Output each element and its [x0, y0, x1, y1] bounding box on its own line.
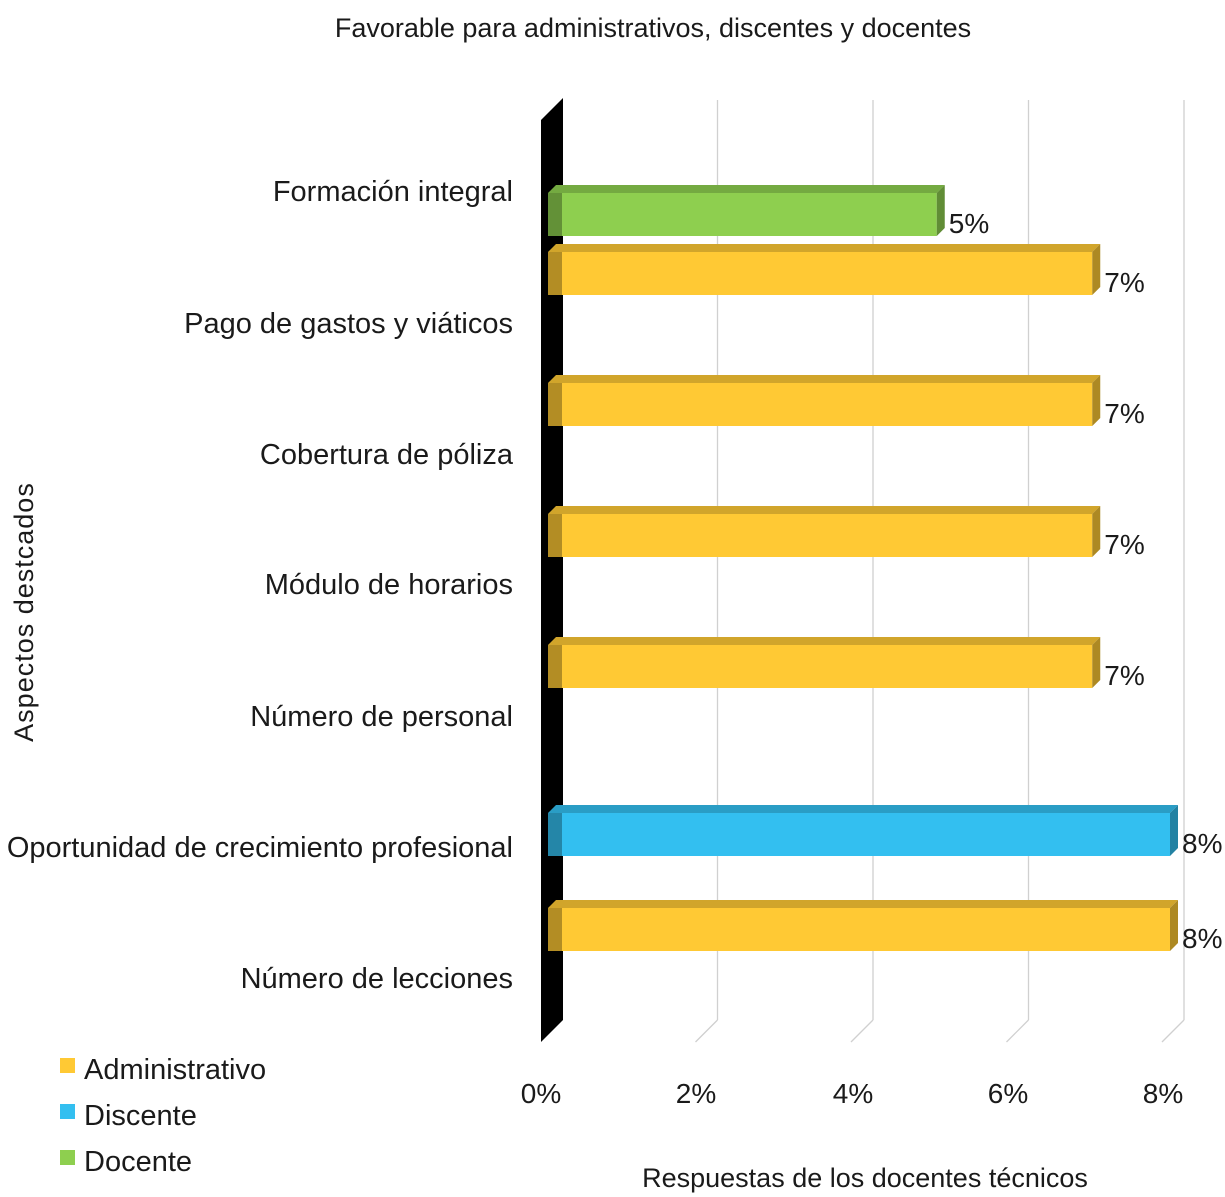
bar-top	[548, 506, 1101, 514]
bar-start-cap	[548, 514, 562, 557]
bar-front	[548, 383, 1093, 426]
bar-top	[548, 185, 945, 193]
bar-front	[548, 813, 1170, 856]
y-axis-label: Aspectos destcados	[9, 482, 39, 742]
bar-data-label: 7%	[1104, 398, 1144, 429]
bar-front	[548, 252, 1093, 295]
gridline-floor	[1006, 1019, 1029, 1043]
x-axis-label: Respuestas de los docentes técnicos	[642, 1163, 1088, 1193]
bar-start-cap	[548, 193, 562, 236]
category-label: Número de personal	[250, 701, 513, 733]
bar-data-label: 5%	[949, 208, 989, 239]
bar-side	[1092, 375, 1101, 426]
legend-swatch	[60, 1150, 75, 1165]
bar-data-label: 8%	[1182, 923, 1222, 954]
legend-item: Discente	[60, 1100, 197, 1132]
bar-data-label: 7%	[1104, 267, 1144, 298]
gridline-floor	[695, 1019, 718, 1043]
bar: 7%	[548, 375, 1145, 429]
bar-start-cap	[548, 252, 562, 295]
legend-swatch	[60, 1104, 75, 1119]
bar-top	[548, 375, 1101, 383]
legend-item: Docente	[60, 1146, 192, 1178]
category-label: Oportunidad de crecimiento profesional	[7, 832, 513, 864]
bars: 5% 7% 7% 7% 7% 8% 8%	[548, 185, 1222, 954]
bar-front	[548, 908, 1170, 951]
bar-side	[936, 185, 945, 236]
x-tick-label: 0%	[521, 1078, 561, 1109]
bar-start-cap	[548, 813, 562, 856]
legend-label: Administrativo	[84, 1054, 266, 1086]
bar: 7%	[548, 506, 1145, 560]
bar-front	[548, 645, 1093, 688]
x-tick-label: 6%	[988, 1078, 1028, 1109]
legend-label: Docente	[84, 1146, 192, 1178]
category-labels: Formación integral Pago de gastos y viáti…	[7, 176, 514, 995]
category-label: Formación integral	[273, 176, 513, 208]
gridline-floor	[1161, 1019, 1185, 1043]
bar-start-cap	[548, 645, 562, 688]
bar-data-label: 7%	[1104, 660, 1144, 691]
bar-top	[548, 805, 1178, 813]
legend: Administrativo Discente Docente	[60, 1054, 266, 1178]
legend-label: Discente	[84, 1100, 197, 1132]
bar: 8%	[548, 900, 1222, 954]
bar-front	[548, 514, 1093, 557]
category-label: Módulo de horarios	[265, 569, 513, 601]
bar: 7%	[548, 637, 1145, 691]
bar-data-label: 8%	[1182, 828, 1222, 859]
category-label: Número de lecciones	[241, 963, 513, 995]
legend-swatch	[60, 1058, 75, 1073]
bar-top	[548, 637, 1101, 645]
bar-data-label: 7%	[1104, 529, 1144, 560]
gridline-floor	[850, 1019, 874, 1043]
bar-side	[1170, 805, 1178, 856]
bar-side	[1092, 506, 1101, 557]
category-label: Pago de gastos y viáticos	[184, 308, 513, 340]
x-tick-labels: 0% 2% 4% 6% 8%	[521, 1078, 1183, 1109]
bar: 5%	[548, 185, 989, 239]
bar-top	[548, 900, 1178, 908]
legend-item: Administrativo	[60, 1054, 266, 1086]
x-tick-label: 2%	[676, 1078, 716, 1109]
category-label: Cobertura de póliza	[260, 439, 514, 471]
bar-side	[1092, 637, 1101, 688]
bar: 7%	[548, 244, 1145, 298]
bar-start-cap	[548, 383, 562, 426]
bar-front	[548, 193, 937, 236]
x-tick-label: 8%	[1143, 1078, 1183, 1109]
x-tick-label: 4%	[833, 1078, 873, 1109]
chart-title: Favorable para administrativos, discente…	[335, 13, 971, 43]
bar-top	[548, 244, 1101, 252]
bar-side	[1092, 244, 1101, 295]
bar-start-cap	[548, 908, 562, 951]
bar: 8%	[548, 805, 1222, 859]
bar-side	[1170, 900, 1178, 951]
